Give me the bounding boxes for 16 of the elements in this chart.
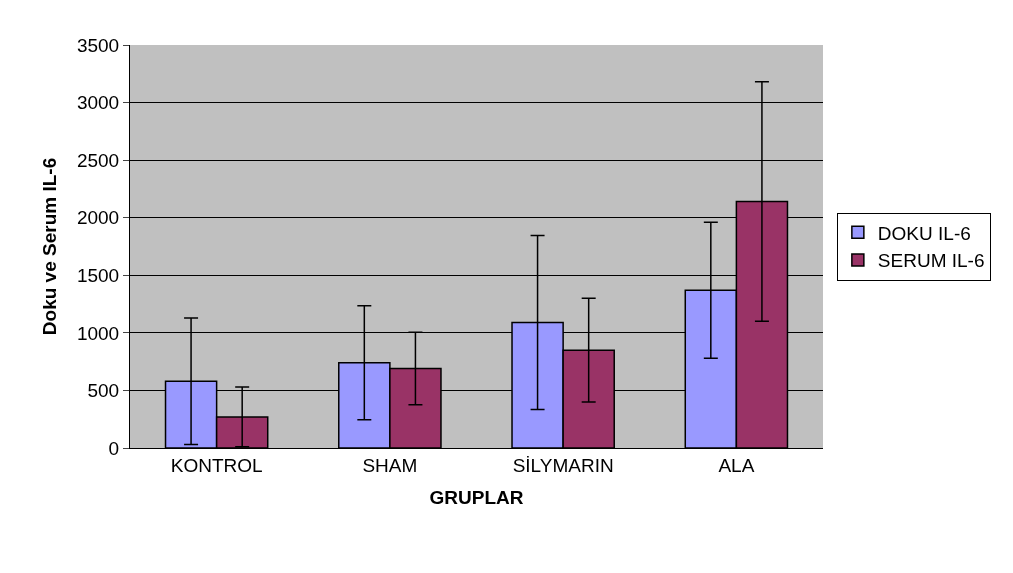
y-tick-label: 2000 [76,207,120,229]
x-tick-label: SİLYMARIN [512,454,614,476]
y-tick-label: 3000 [76,92,120,114]
x-tick-label: KONTROL [170,454,263,476]
legend-label: DOKU IL-6 [877,222,971,244]
y-axis-title: Doku ve Serum IL-6 [38,157,60,336]
y-tick-label: 0 [108,437,120,459]
y-tick-label: 500 [87,380,120,402]
x-tick-label: SHAM [362,454,418,476]
y-tick-label: 2500 [76,149,120,171]
x-axis-title: GRUPLAR [429,486,524,508]
x-tick-label: ALA [718,454,755,476]
y-tick-label: 1500 [76,264,120,286]
y-tick-label: 1000 [76,322,120,344]
y-tick-label: 3500 [76,34,120,56]
legend-label: SERUM IL-6 [877,250,985,272]
